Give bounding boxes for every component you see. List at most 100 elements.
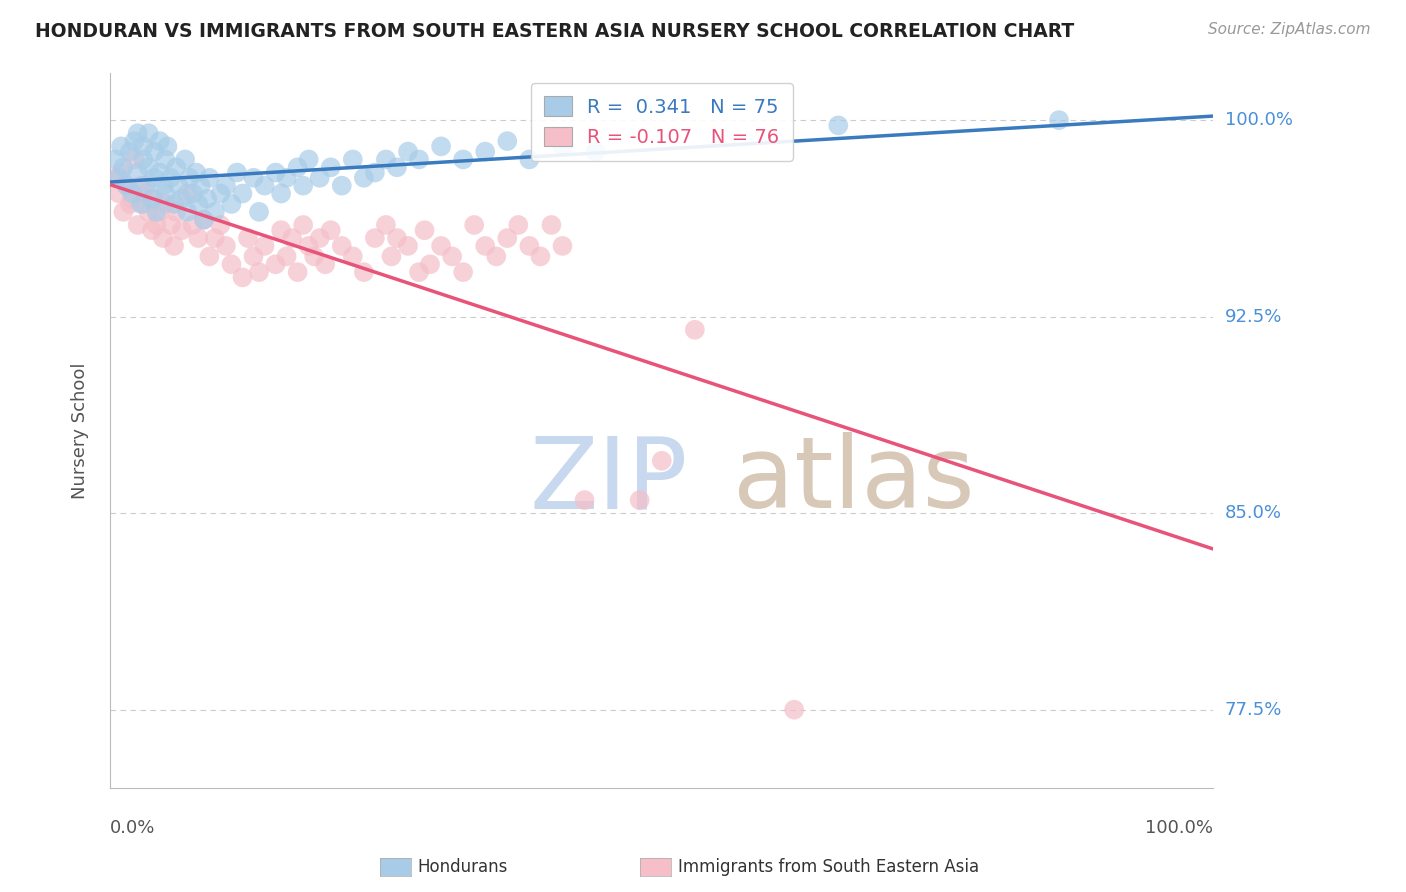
Point [129,197,152,211]
Point [141,223,163,237]
Point [364,231,387,245]
Point [190,178,212,193]
Point [496,134,519,148]
Point [193,212,215,227]
Point [231,270,253,285]
Point [276,170,298,185]
Point [129,178,152,193]
Point [396,239,419,253]
Point [242,170,264,185]
Point [149,205,172,219]
Point [231,186,253,201]
Point [827,119,849,133]
Point [364,165,387,179]
Point [108,186,131,201]
Point [374,218,396,232]
Point [167,178,190,193]
Point [287,161,309,175]
Point [474,239,496,253]
Point [302,249,325,263]
Point [308,170,330,185]
Point [519,153,541,167]
Point [155,197,177,211]
Point [651,454,673,468]
Point [155,186,177,201]
Point [104,170,127,185]
Point [204,205,226,219]
Point [115,178,138,193]
Point [179,170,201,185]
Point [176,205,198,219]
Point [463,218,485,232]
Point [298,153,321,167]
Point [132,153,155,167]
Point [342,249,364,263]
Point [253,239,276,253]
Point [314,257,336,271]
Point [145,205,167,219]
Point [1047,113,1070,128]
Point [143,170,166,185]
Text: 100.0%: 100.0% [1225,112,1292,129]
Point [247,205,270,219]
Point [451,153,474,167]
Point [159,218,181,232]
Point [242,249,264,263]
Point [143,192,166,206]
Point [138,161,160,175]
Point [519,239,541,253]
Point [330,239,353,253]
Point [585,145,607,159]
Text: 77.5%: 77.5% [1225,701,1282,719]
Point [121,192,143,206]
Point [170,192,193,206]
Point [152,231,174,245]
Point [292,218,315,232]
Point [540,218,562,232]
Point [155,153,177,167]
Point [221,197,243,211]
Point [215,239,238,253]
Point [308,231,330,245]
Point [134,178,156,193]
Text: 92.5%: 92.5% [1225,308,1282,326]
Point [195,192,218,206]
Point [112,205,135,219]
Point [298,239,321,253]
Point [270,223,292,237]
Point [281,231,304,245]
Point [380,249,402,263]
Text: Hondurans: Hondurans [418,858,508,876]
Point [165,205,187,219]
Point [508,218,530,232]
Point [127,218,149,232]
Point [783,703,806,717]
Point [141,192,163,206]
Point [374,153,396,167]
Point [247,265,270,279]
Point [353,265,375,279]
Point [193,212,215,227]
Point [108,170,131,185]
Point [127,126,149,140]
Point [110,139,132,153]
Text: 0.0%: 0.0% [110,819,156,837]
Point [110,165,132,179]
Point [187,231,209,245]
Point [342,153,364,167]
Point [385,161,408,175]
Point [209,218,232,232]
Point [430,139,453,153]
Point [287,265,309,279]
Y-axis label: Nursery School: Nursery School [72,362,89,499]
Point [270,186,292,201]
Point [683,323,706,337]
Text: HONDURAN VS IMMIGRANTS FROM SOUTH EASTERN ASIA NURSERY SCHOOL CORRELATION CHART: HONDURAN VS IMMIGRANTS FROM SOUTH EASTER… [35,22,1074,41]
Point [132,139,155,153]
Point [134,186,156,201]
Point [127,165,149,179]
Point [430,239,453,253]
Point [124,134,146,148]
Point [215,178,238,193]
Point [408,153,430,167]
